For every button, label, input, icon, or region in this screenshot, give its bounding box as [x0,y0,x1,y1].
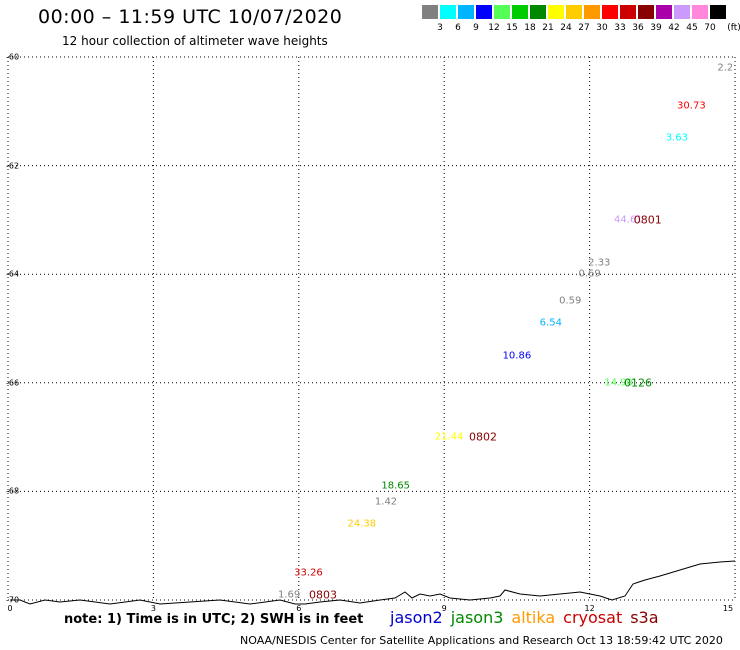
scale-swatch [476,5,492,19]
scale-tick-label: 27 [578,23,590,33]
scale-swatch [422,5,438,19]
scale-tick-label: 21 [542,23,554,33]
scale-swatch [512,5,528,19]
longitude-tick-label: 0 [7,604,13,613]
footer-note: note: 1) Time is in UTC; 2) SWH is in fe… [64,612,364,627]
scale-tick-label: 3 [437,23,443,33]
scale-swatch [692,5,708,19]
latitude-tick-label: -64 [6,269,20,279]
scale-swatch [530,5,546,19]
scale-tick-label: 15 [506,23,518,33]
scale-swatch [656,5,672,19]
swh-value-label: 1.69 [277,589,301,601]
swh-value-label: 10.86 [502,350,532,362]
scale-tick-label: 12 [488,23,500,33]
scale-tick-label: 18 [524,23,536,33]
pass-time-label: 0803 [309,588,338,602]
scale-tick-label: 9 [473,23,479,33]
longitude-tick-label: 15 [722,604,734,613]
latitude-tick-label: -68 [6,486,20,496]
scale-swatch [638,5,654,19]
map-title: 00:00 – 11:59 UTC 10/07/2020 [38,6,343,28]
scale-unit-label: (ft) [727,23,740,33]
swh-value-label: 18.65 [381,480,411,492]
pass-time-label: 0126 [624,376,653,390]
scale-swatch [494,5,510,19]
swh-value-label: 1.42 [374,496,398,508]
scale-tick-label: 39 [650,23,662,33]
lat-lon-grid [7,56,736,601]
scale-swatch [710,5,726,19]
latitude-tick-label: -70 [6,595,20,605]
credit-line: NOAA/NESDIS Center for Satellite Applica… [240,634,723,647]
scale-swatch [566,5,582,19]
swh-value-label: 14.90 [604,377,633,389]
scale-tick-label: 42 [668,23,680,33]
longitude-tick-label: 12 [584,604,595,613]
swh-value-label: 24.38 [347,518,377,530]
scale-swatch [620,5,636,19]
scale-tick-label: 45 [686,23,698,33]
scale-swatch [584,5,600,19]
scale-swatch [674,5,690,19]
satellite-legend-item: jason3 [450,608,504,627]
map-subtitle: 12 hour collection of altimeter wave hei… [62,34,328,48]
satellite-legend: jason2 jason3 altika cryosat s3a [390,608,667,627]
swh-value-label: 21.44 [434,431,464,443]
scale-tick-label: 36 [632,23,644,33]
scale-tick-label: 33 [614,23,626,33]
scale-swatch [602,5,618,19]
latitude-tick-label: -62 [6,161,20,171]
latitude-tick-label: -66 [6,378,20,388]
scale-tick-label: 6 [455,23,461,33]
swh-value-label: 0.69 [578,268,601,280]
swh-value-label: 2.2 [717,62,734,74]
satellite-legend-item: cryosat [563,608,623,627]
scale-swatch [548,5,564,19]
satellite-legend-item: altika [511,608,556,627]
pass-time-label: 0801 [633,213,662,227]
longitude-tick-label: 6 [296,604,302,613]
longitude-tick-label: 3 [150,604,156,613]
longitude-tick-label: 9 [441,604,447,613]
swh-value-label: 3.63 [665,132,688,144]
scale-tick-label: 30 [596,23,608,33]
satellite-legend-item: jason2 [390,608,443,627]
antarctic-coastline [10,560,736,605]
pass-time-label: 0802 [468,430,497,444]
scale-swatch [440,5,456,19]
swh-value-label: 33.26 [294,567,323,579]
scale-tick-label: 24 [560,23,572,33]
swh-value-label: 30.73 [677,100,706,112]
swh-value-label: 0.59 [559,295,582,307]
swh-value-label: 44.61 [614,214,643,226]
scale-swatch [458,5,474,19]
swh-value-label: 2.33 [588,257,611,269]
scale-tick-label: 70 [704,23,716,33]
latitude-tick-label: -60 [6,52,20,62]
swh-value-label: 6.54 [539,317,562,329]
satellite-legend-item: s3a [630,608,659,627]
